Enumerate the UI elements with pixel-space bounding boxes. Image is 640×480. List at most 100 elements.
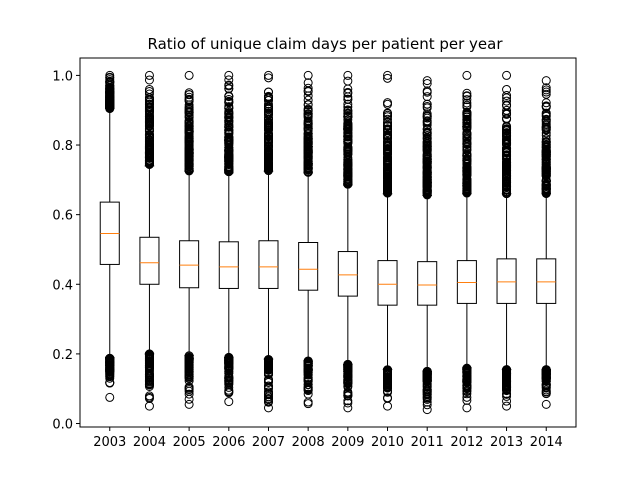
- flier: [502, 96, 512, 106]
- flier: [144, 75, 154, 85]
- flier: [422, 181, 432, 191]
- flier: [184, 106, 194, 116]
- flier: [502, 173, 512, 183]
- flier: [144, 139, 154, 149]
- flier: [422, 394, 432, 404]
- box-2010: [377, 70, 398, 411]
- flier: [263, 120, 273, 130]
- box-2011: [417, 76, 438, 415]
- flier: [263, 87, 273, 97]
- flier: [383, 183, 393, 193]
- flier: [105, 361, 115, 371]
- flier: [184, 70, 194, 80]
- x-tick-label: 2004: [133, 435, 166, 450]
- flier: [303, 377, 313, 387]
- flier: [263, 369, 273, 379]
- flier: [422, 405, 432, 415]
- flier: [303, 385, 313, 395]
- flier: [383, 141, 393, 151]
- flier: [303, 358, 313, 368]
- flier: [224, 375, 234, 385]
- flier: [144, 70, 154, 80]
- flier: [184, 100, 194, 110]
- flier: [343, 92, 353, 102]
- flier: [383, 118, 393, 128]
- flier: [224, 103, 234, 113]
- flier: [462, 117, 472, 127]
- flier: [462, 380, 472, 390]
- flier: [144, 136, 154, 146]
- flier: [383, 381, 393, 391]
- y-tick-label: 0.2: [52, 348, 73, 363]
- flier: [502, 90, 512, 100]
- flier: [343, 137, 353, 147]
- flier: [541, 399, 551, 409]
- flier: [383, 181, 393, 191]
- flier: [383, 172, 393, 182]
- flier: [541, 180, 551, 190]
- flier: [383, 372, 393, 382]
- flier: [383, 153, 393, 163]
- flier: [263, 135, 273, 145]
- flier: [184, 90, 194, 100]
- flier: [343, 70, 353, 80]
- flier: [541, 389, 551, 399]
- flier: [502, 396, 512, 406]
- flier: [383, 70, 393, 80]
- flier: [541, 164, 551, 174]
- flier: [343, 361, 353, 371]
- flier: [502, 109, 512, 119]
- flier: [263, 148, 273, 158]
- flier: [383, 387, 393, 397]
- flier: [462, 395, 472, 405]
- flier: [383, 393, 393, 403]
- flier: [184, 365, 194, 375]
- flier: [224, 98, 234, 108]
- flier: [144, 149, 154, 159]
- flier: [343, 127, 353, 137]
- flier: [343, 176, 353, 186]
- flier: [224, 118, 234, 128]
- x-tick-label: 2006: [212, 435, 245, 450]
- flier: [303, 95, 313, 105]
- flier: [422, 172, 432, 182]
- flier: [502, 114, 512, 124]
- flier: [263, 70, 273, 80]
- flier: [105, 365, 115, 375]
- flier: [224, 125, 234, 135]
- flier: [184, 124, 194, 134]
- flier: [224, 81, 234, 91]
- flier: [144, 379, 154, 389]
- flier: [263, 158, 273, 168]
- flier: [184, 143, 194, 153]
- x-tick-label: 2012: [450, 435, 483, 450]
- flier: [541, 110, 551, 120]
- flier: [541, 368, 551, 378]
- flier: [422, 111, 432, 121]
- y-tick-label: 0.6: [52, 209, 73, 224]
- flier: [224, 70, 234, 80]
- flier: [184, 165, 194, 175]
- flier: [502, 151, 512, 161]
- flier: [263, 115, 273, 125]
- flier: [184, 383, 194, 393]
- iqr-box: [496, 258, 517, 304]
- flier: [383, 158, 393, 168]
- flier: [144, 93, 154, 103]
- flier: [541, 143, 551, 153]
- flier: [263, 93, 273, 103]
- flier: [541, 125, 551, 135]
- flier: [263, 162, 273, 172]
- flier: [105, 392, 115, 402]
- flier: [502, 144, 512, 154]
- flier: [303, 104, 313, 114]
- axes: 2003 2004 2005 2006 2007 2008 2009 2010 2011 2012…: [52, 57, 577, 450]
- flier: [422, 186, 432, 196]
- flier: [541, 134, 551, 144]
- flier: [383, 365, 393, 375]
- flier: [303, 389, 313, 399]
- flier: [422, 76, 432, 86]
- flier: [422, 370, 432, 380]
- flier: [224, 397, 234, 407]
- flier: [184, 355, 194, 365]
